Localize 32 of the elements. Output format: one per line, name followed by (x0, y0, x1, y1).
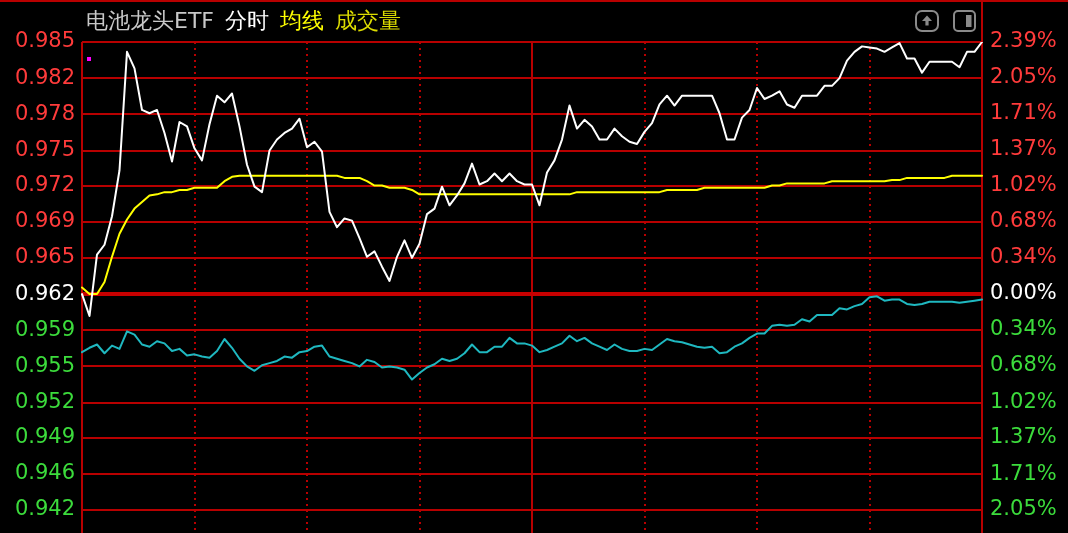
y2-tick-label: 0.68% (990, 208, 1057, 233)
y2-tick-label: 2.39% (990, 28, 1057, 53)
y2-tick-label: 0.00% (990, 280, 1057, 305)
text: 分时 (225, 7, 269, 35)
y2-tick-label: 1.71% (990, 100, 1057, 125)
chart-title: 电池龙头ETF (86, 7, 214, 35)
y-tick-label: 0.975 (14, 136, 75, 161)
y-tick-label: 0.952 (14, 389, 75, 414)
y-tick-label: 0.969 (14, 208, 75, 233)
y-tick-label: 0.949 (14, 424, 75, 449)
y-tick-label: 0.982 (14, 64, 75, 89)
y-tick-label: 0.955 (14, 352, 75, 377)
y2-tick-label: 2.05% (990, 64, 1057, 89)
y-tick-label: 0.972 (14, 172, 75, 197)
y-tick-label: 0.959 (14, 316, 75, 341)
y2-tick-label: 0.68% (990, 352, 1057, 377)
y2-tick-label: 1.02% (990, 388, 1057, 413)
y2-tick-label: 1.37% (990, 424, 1057, 449)
y-tick-label: 0.962 (14, 280, 75, 305)
text: 成交量 (335, 7, 401, 35)
y-tick-label: 0.942 (14, 496, 75, 521)
y2-tick-label: 0.34% (990, 316, 1057, 341)
y-tick-label: 0.965 (14, 244, 75, 269)
y-tick-label: 0.985 (14, 28, 75, 53)
y2-tick-label: 0.34% (990, 244, 1057, 269)
y2-tick-label: 1.37% (990, 136, 1057, 161)
y-tick-label: 0.978 (14, 100, 75, 125)
y2-tick-label: 2.05% (990, 496, 1057, 521)
text: 均线 (280, 7, 324, 35)
y2-tick-label: 1.02% (990, 172, 1057, 197)
y-tick-label: 0.946 (14, 460, 75, 485)
y2-tick-label: 1.71% (990, 460, 1057, 485)
